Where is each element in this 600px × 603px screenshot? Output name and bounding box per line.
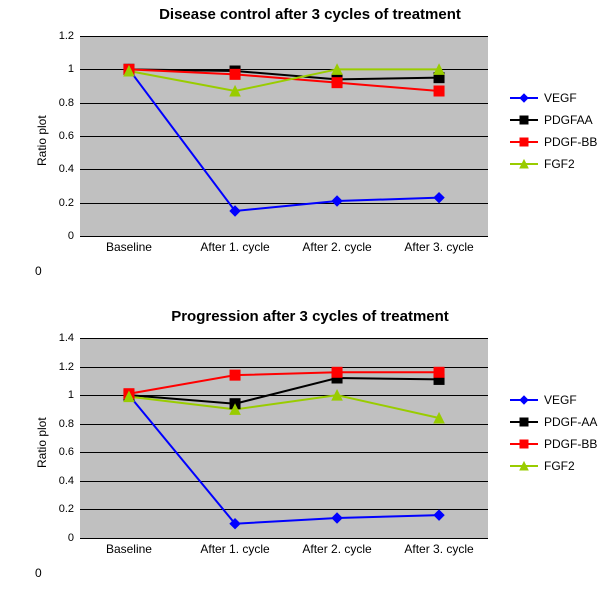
legend-label: VEGF xyxy=(544,393,577,407)
xtick-label: After 1. cycle xyxy=(200,236,269,254)
progression-chart-plot: 00.20.40.60.811.21.4BaselineAfter 1. cyc… xyxy=(80,338,488,538)
ytick-label: 0.8 xyxy=(59,418,80,430)
legend-swatch xyxy=(510,416,538,428)
legend-label: PDGF-BB xyxy=(544,437,597,451)
axis-zero-label: 0 xyxy=(35,264,42,278)
ytick-label: 1.2 xyxy=(59,361,80,373)
xtick-label: After 2. cycle xyxy=(302,236,371,254)
progression-chart-ylabel: Ratio plot xyxy=(35,417,49,468)
legend-item-fgf2: FGF2 xyxy=(510,459,597,473)
legend-item-fgf2: FGF2 xyxy=(510,157,597,171)
legend-item-pdgf-bb: PDGF-BB xyxy=(510,135,597,149)
xtick-label: After 3. cycle xyxy=(404,538,473,556)
ytick-label: 1.4 xyxy=(59,332,80,344)
xtick-label: After 3. cycle xyxy=(404,236,473,254)
legend-label: PDGFAA xyxy=(544,113,593,127)
ytick-label: 0.8 xyxy=(59,97,80,109)
xtick-label: Baseline xyxy=(106,538,152,556)
ytick-label: 1.2 xyxy=(59,30,80,42)
ytick-label: 0.4 xyxy=(59,475,80,487)
legend-label: VEGF xyxy=(544,91,577,105)
legend-label: FGF2 xyxy=(544,459,575,473)
disease-control-chart-title: Disease control after 3 cycles of treatm… xyxy=(60,6,560,23)
disease-control-chart-legend: VEGF PDGFAA PDGF-BB FGF2 xyxy=(510,91,597,179)
ytick-label: 0.4 xyxy=(59,163,80,175)
disease-control-chart-series xyxy=(80,36,488,236)
legend-swatch xyxy=(510,438,538,450)
xtick-label: After 2. cycle xyxy=(302,538,371,556)
progression-chart-series xyxy=(80,338,488,538)
legend-label: PDGF-AA xyxy=(544,415,597,429)
ytick-label: 1 xyxy=(68,389,80,401)
ytick-label: 0.6 xyxy=(59,446,80,458)
progression-chart-legend: VEGF PDGF-AA PDGF-BB FGF2 xyxy=(510,393,597,481)
legend-item-pdgfaa: PDGFAA xyxy=(510,113,597,127)
progression-chart: Progression after 3 cycles of treatment 0… xyxy=(0,308,600,598)
xtick-label: After 1. cycle xyxy=(200,538,269,556)
legend-swatch xyxy=(510,460,538,472)
legend-item-pdgf-aa: PDGF-AA xyxy=(510,415,597,429)
legend-item-vegf: VEGF xyxy=(510,393,597,407)
ytick-label: 0 xyxy=(68,532,80,544)
disease-control-chart: Disease control after 3 cycles of treatm… xyxy=(0,6,600,296)
ytick-label: 0 xyxy=(68,230,80,242)
legend-label: FGF2 xyxy=(544,157,575,171)
legend-swatch xyxy=(510,158,538,170)
ytick-label: 0.6 xyxy=(59,130,80,142)
xtick-label: Baseline xyxy=(106,236,152,254)
ytick-label: 0.2 xyxy=(59,503,80,515)
legend-item-vegf: VEGF xyxy=(510,91,597,105)
legend-swatch xyxy=(510,92,538,104)
legend-swatch xyxy=(510,136,538,148)
disease-control-chart-ylabel: Ratio plot xyxy=(35,115,49,166)
legend-label: PDGF-BB xyxy=(544,135,597,149)
legend-swatch xyxy=(510,114,538,126)
ytick-label: 0.2 xyxy=(59,197,80,209)
legend-swatch xyxy=(510,394,538,406)
ytick-label: 1 xyxy=(68,63,80,75)
disease-control-chart-plot: 00.20.40.60.811.2BaselineAfter 1. cycleA… xyxy=(80,36,488,236)
axis-zero-label: 0 xyxy=(35,566,42,580)
progression-chart-title: Progression after 3 cycles of treatment xyxy=(60,308,560,325)
legend-item-pdgf-bb: PDGF-BB xyxy=(510,437,597,451)
